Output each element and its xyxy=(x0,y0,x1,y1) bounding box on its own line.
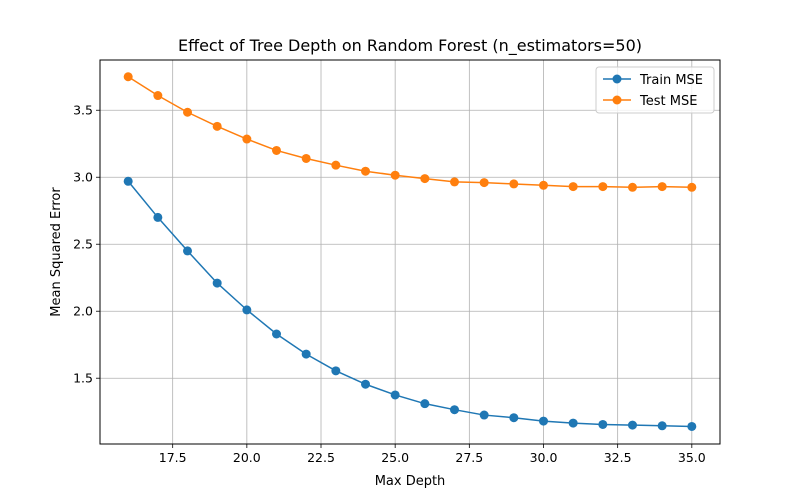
legend: Train MSE Test MSE xyxy=(595,66,715,114)
x-tick-label: 17.5 xyxy=(159,450,187,465)
y-axis-label: Mean Squared Error xyxy=(49,187,64,317)
test-mse-point xyxy=(598,182,608,192)
train-mse-series xyxy=(123,176,697,431)
x-tick-label: 30.0 xyxy=(530,450,558,465)
x-tick-label: 25.0 xyxy=(381,450,409,465)
train-mse-point xyxy=(301,349,311,359)
train-mse-point xyxy=(183,246,193,256)
test-mse-point xyxy=(390,170,400,180)
train-mse-line xyxy=(127,180,692,428)
y-tick-label: 2.5 xyxy=(73,237,93,252)
test-mse-point xyxy=(301,153,311,163)
train-mse-point xyxy=(390,390,400,400)
train-mse-point xyxy=(420,399,430,409)
test-mse-point xyxy=(509,179,519,189)
train-mse-point xyxy=(598,419,608,429)
train-mse-point xyxy=(687,421,697,431)
x-tick-label: 27.5 xyxy=(455,450,483,465)
test-mse-point xyxy=(123,72,133,82)
test-mse-point xyxy=(657,182,667,192)
train-mse-point xyxy=(153,212,163,222)
test-mse-point xyxy=(420,174,430,184)
x-tick-label: 32.5 xyxy=(604,450,632,465)
train-mse-point xyxy=(568,418,578,428)
test-mse-point xyxy=(538,180,548,190)
test-mse-point xyxy=(212,121,222,131)
x-tick-label: 35.0 xyxy=(678,450,706,465)
test-mse-point xyxy=(153,91,163,101)
chart-title: Effect of Tree Depth on Random Forest (n… xyxy=(178,36,642,56)
series-layer xyxy=(123,72,697,431)
train-mse-point xyxy=(272,329,282,339)
legend-test-label: Test MSE xyxy=(639,94,697,109)
train-mse-point xyxy=(627,420,637,430)
train-mse-point xyxy=(538,416,548,426)
grid-lines xyxy=(100,60,720,444)
test-mse-point xyxy=(449,177,459,187)
train-mse-point xyxy=(449,405,459,415)
train-mse-point xyxy=(657,421,667,431)
train-mse-point xyxy=(123,176,133,186)
test-mse-point xyxy=(687,182,697,192)
x-axis-label: Max Depth xyxy=(375,474,446,489)
plot-frame xyxy=(99,59,721,445)
test-mse-point xyxy=(479,178,489,188)
train-mse-point xyxy=(479,410,489,420)
y-tick-label: 3.0 xyxy=(73,170,93,185)
train-mse-point xyxy=(331,366,341,376)
train-mse-point xyxy=(242,305,252,315)
y-tick-label: 2.0 xyxy=(73,304,93,319)
train-mse-point xyxy=(361,379,371,389)
train-mse-point xyxy=(212,278,222,288)
test-mse-line xyxy=(127,76,692,189)
test-mse-series xyxy=(123,72,697,192)
test-mse-point xyxy=(183,107,193,117)
axis-ticks: 17.5 20.0 22.5 25.0 27.5 30.0 32.5 35.0 1.5 2.0 2.… xyxy=(73,103,706,465)
test-mse-point xyxy=(272,145,282,155)
x-tick-label: 20.0 xyxy=(233,450,261,465)
y-tick-label: 3.5 xyxy=(73,103,93,118)
legend-train-marker xyxy=(612,74,622,84)
y-tick-label: 1.5 xyxy=(73,371,93,386)
test-mse-point xyxy=(627,182,637,192)
legend-test-marker xyxy=(612,95,622,105)
test-mse-point xyxy=(242,134,252,144)
x-tick-label: 22.5 xyxy=(307,450,335,465)
test-mse-point xyxy=(331,160,341,170)
test-mse-point xyxy=(361,166,371,176)
train-mse-point xyxy=(509,413,519,423)
legend-train-label: Train MSE xyxy=(639,73,703,88)
test-mse-point xyxy=(568,182,578,192)
